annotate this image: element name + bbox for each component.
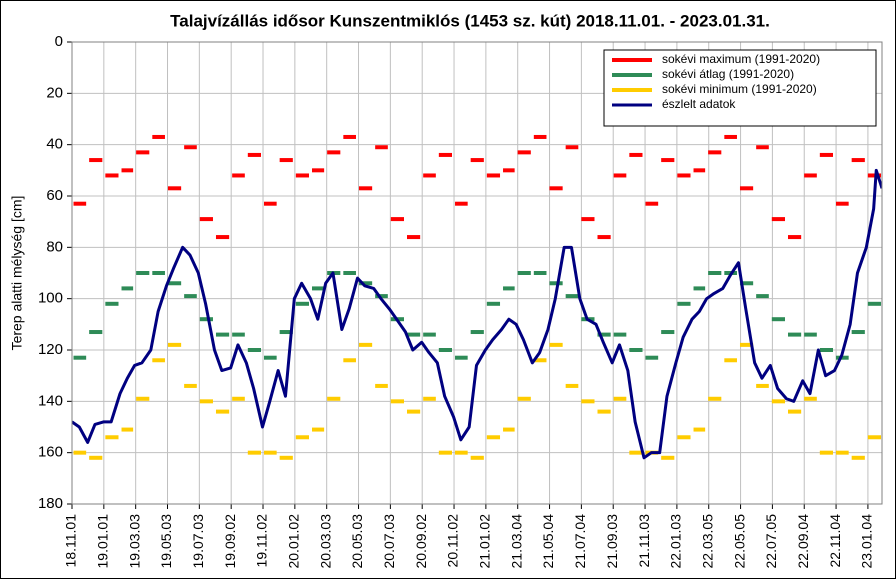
y-tick-label: 140: [38, 392, 63, 409]
chart-title: Talajvízállás idősor Kunszentmiklós (145…: [170, 11, 770, 30]
x-tick-label: 22.03.05: [699, 514, 715, 569]
x-tick-label: 21.09.03: [604, 514, 620, 569]
y-tick-label: 160: [38, 444, 63, 461]
x-tick-label: 20.01.02: [286, 514, 302, 569]
x-tick-label: 22.07.05: [763, 514, 779, 569]
y-axis-label: Terep alatti mélység [cm]: [9, 196, 25, 351]
x-tick-label: 18.11.01: [63, 514, 79, 568]
y-tick-label: 20: [46, 84, 63, 101]
x-tick-label: 20.11.02: [445, 514, 461, 568]
x-tick-label: 19.11.02: [254, 514, 270, 568]
y-tick-label: 40: [46, 136, 63, 153]
legend-label: sokévi maximum (1991-2020): [662, 52, 820, 66]
x-tick-label: 22.09.04: [795, 514, 811, 569]
x-tick-label: 19.05.03: [158, 514, 174, 569]
x-tick-label: 22.11.04: [827, 514, 843, 568]
x-tick-label: 21.07.04: [572, 514, 588, 569]
x-tick-label: 20.09.02: [413, 514, 429, 569]
x-tick-label: 22.01.03: [668, 514, 684, 569]
y-tick-label: 120: [38, 341, 63, 358]
x-tick-label: 21.05.04: [540, 514, 556, 569]
x-tick-label: 20.07.03: [381, 514, 397, 569]
x-tick-label: 19.01.01: [95, 514, 111, 569]
x-tick-label: 20.03.03: [317, 514, 333, 569]
x-tick-label: 19.07.03: [190, 514, 206, 569]
legend-label: sokévi minimum (1991-2020): [662, 82, 817, 96]
x-tick-label: 23.01.04: [859, 514, 875, 569]
y-tick-label: 60: [46, 187, 63, 204]
x-tick-label: 19.09.02: [222, 514, 238, 569]
series-layer: [72, 134, 882, 460]
y-tick-label: 100: [38, 290, 63, 307]
y-tick-label: 180: [38, 495, 63, 512]
x-tick-label: 22.05.05: [731, 514, 747, 569]
y-tick-label: 80: [46, 238, 63, 255]
x-tick-label: 21.11.03: [636, 514, 652, 568]
x-tick-label: 19.03.03: [126, 514, 142, 569]
x-tick-label: 21.01.02: [477, 514, 493, 569]
plot-border: [71, 41, 883, 505]
legend-label: észlelt adatok: [662, 97, 736, 111]
x-tick-label: 20.05.03: [349, 514, 365, 569]
y-tick-label: 0: [55, 33, 63, 50]
observed-line: [72, 168, 882, 460]
x-tick-label: 21.03.04: [508, 514, 524, 569]
legend-label: sokévi átlag (1991-2020): [662, 67, 794, 81]
